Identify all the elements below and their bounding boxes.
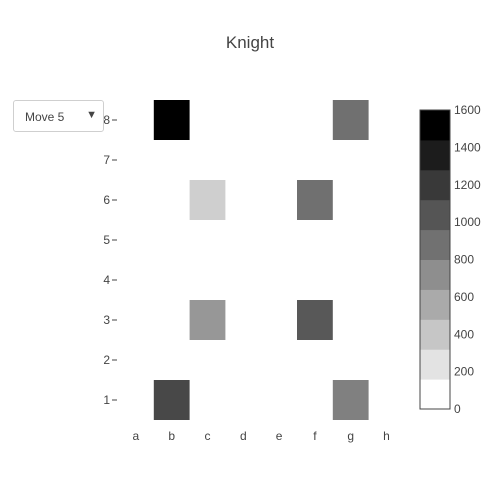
chevron-down-icon: ▼: [86, 109, 97, 121]
y-tick-label: 8: [103, 113, 110, 127]
colorbar-tick-label: 200: [454, 365, 474, 379]
y-tick-label: 7: [103, 153, 110, 167]
y-tick-label: 6: [103, 193, 110, 207]
colorbar-tick-label: 1400: [454, 140, 481, 154]
x-tick-label: h: [383, 429, 390, 443]
x-tick-label: b: [168, 429, 175, 443]
colorbar-band: [420, 110, 450, 140]
colorbar-tick-label: 0: [454, 402, 461, 416]
move-selector-dropdown[interactable]: Move 5 ▼: [13, 100, 104, 132]
heatmap-cell-g8[interactable]: [333, 100, 369, 140]
colorbar-tick-label: 1600: [454, 103, 481, 117]
colorbar-band: [420, 140, 450, 170]
colorbar-band: [420, 289, 450, 319]
colorbar-tick-label: 800: [454, 253, 474, 267]
move-selector-value: Move 5: [25, 110, 64, 124]
x-tick-label: g: [347, 429, 354, 443]
colorbar-band: [420, 260, 450, 290]
heatmap-cell-c3[interactable]: [190, 300, 226, 340]
colorbar-tick-label: 600: [454, 290, 474, 304]
colorbar-band: [420, 170, 450, 200]
heatmap-cell-b8[interactable]: [154, 100, 190, 140]
heatmap-cell-b1[interactable]: [154, 380, 190, 420]
colorbar-band: [420, 230, 450, 260]
x-tick-label: f: [313, 429, 317, 443]
colorbar: 0 200 400 600 800 1000 1200 1400 1600: [420, 103, 481, 416]
x-tick-label: c: [205, 429, 211, 443]
colorbar-band: [420, 349, 450, 379]
y-axis: 1 2 3 4 5 6 7 8: [103, 113, 117, 407]
y-tick-label: 3: [103, 313, 110, 327]
x-axis: a b c d e f g h: [133, 429, 390, 443]
y-tick-label: 5: [103, 233, 110, 247]
colorbar-tick-label: 1200: [454, 178, 481, 192]
colorbar-band: [420, 200, 450, 230]
heatmap-cell-f6[interactable]: [297, 180, 333, 220]
heatmap-cell-f3[interactable]: [297, 300, 333, 340]
heatmap-cells: [154, 100, 369, 420]
x-tick-label: e: [276, 429, 283, 443]
colorbar-band: [420, 379, 450, 409]
colorbar-tick-label: 400: [454, 327, 474, 341]
x-tick-label: d: [240, 429, 247, 443]
x-tick-label: a: [133, 429, 140, 443]
y-tick-label: 2: [103, 353, 110, 367]
y-tick-label: 1: [103, 393, 110, 407]
heatmap-cell-c6[interactable]: [190, 180, 226, 220]
colorbar-tick-label: 1000: [454, 215, 481, 229]
heatmap-cell-g1[interactable]: [333, 380, 369, 420]
y-tick-label: 4: [103, 273, 110, 287]
colorbar-band: [420, 319, 450, 349]
